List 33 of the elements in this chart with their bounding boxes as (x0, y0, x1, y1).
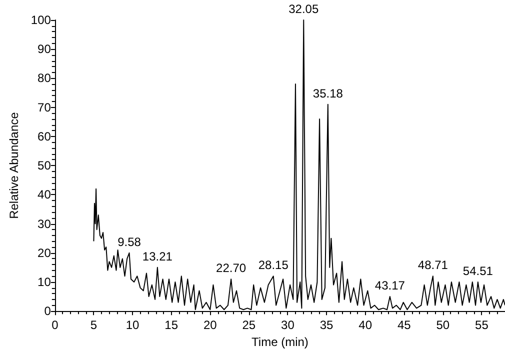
y-tick-label: 60 (38, 129, 52, 144)
annotation: 35.18 (312, 86, 344, 100)
x-tick-label: 45 (397, 318, 412, 332)
annotation: 54.51 (462, 264, 494, 278)
y-tick-label: 100 (30, 13, 52, 27)
x-tick-label: 5 (90, 318, 98, 332)
y-tick-label: 40 (38, 188, 52, 202)
y-tick-label: 50 (38, 158, 52, 173)
annotation: 43.17 (374, 278, 406, 293)
y-tick-label: 0 (44, 304, 52, 318)
annotation: 48.71 (418, 258, 448, 272)
y-tick-label: 30 (38, 216, 52, 231)
y-tick-label: 20 (38, 246, 52, 260)
x-tick-label: 35 (320, 318, 334, 332)
x-tick-label: 15 (164, 318, 178, 332)
x-tick-label: 20 (203, 318, 218, 332)
x-tick-label: 25 (242, 318, 256, 332)
y-tick-label: 10 (38, 274, 52, 289)
annotation: 13.21 (142, 249, 173, 264)
y-axis-title: Relative Abundance (7, 112, 21, 219)
annotation: 28.15 (258, 258, 289, 272)
x-tick-label: 55 (475, 318, 489, 332)
annotation: 22.70 (216, 261, 246, 276)
x-axis-title: Time (min) (252, 335, 308, 349)
annotation: 32.05 (288, 2, 319, 16)
annotation: 9.58 (118, 234, 142, 249)
x-tick-label: 50 (436, 318, 450, 332)
x-tick-label: 10 (126, 318, 140, 332)
x-tick-label: 30 (281, 318, 295, 332)
y-tick-label: 90 (38, 42, 52, 56)
y-tick-label: 80 (38, 71, 52, 86)
x-tick-label: 40 (358, 318, 372, 332)
y-tick-label: 70 (38, 100, 52, 114)
